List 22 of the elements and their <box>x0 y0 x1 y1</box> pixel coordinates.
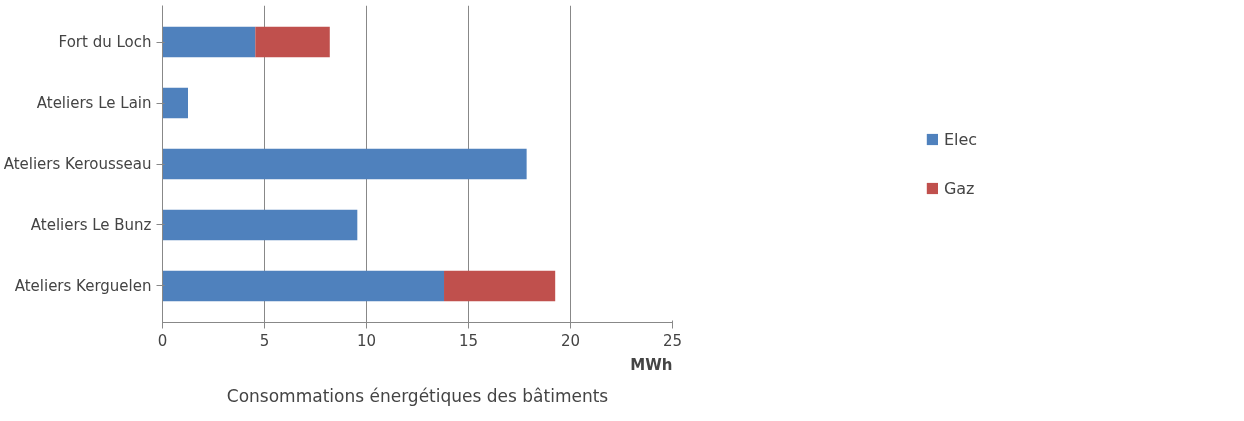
y-tick-label: Ateliers Kerguelen <box>14 276 152 295</box>
y-tick-label: Ateliers Kerousseau <box>3 155 152 173</box>
x-tick-label: 5 <box>259 331 270 350</box>
bar <box>162 209 358 241</box>
text: Consommations énergétiques des bâtiments <box>226 385 609 406</box>
x-axis-title: MWh <box>630 355 673 374</box>
y-tick-label: Ateliers Le Lain <box>36 94 152 113</box>
legend-label: Elec <box>943 129 978 149</box>
bar <box>162 148 527 180</box>
y-tick-label: Fort du Loch <box>58 33 152 52</box>
bar <box>255 26 330 58</box>
x-tick-label: 0 <box>157 331 168 350</box>
x-tick-label: 15 <box>458 331 479 350</box>
y-tick-label: Ateliers Le Bunz <box>30 215 152 234</box>
bar <box>162 26 256 58</box>
legend-label: Gaz <box>943 178 975 198</box>
bar <box>444 270 556 302</box>
bar <box>162 87 188 119</box>
x-tick-label: 10 <box>356 331 377 350</box>
x-tick-label: 20 <box>560 331 581 350</box>
x-tick-label: 25 <box>662 331 683 350</box>
bar <box>162 270 445 302</box>
